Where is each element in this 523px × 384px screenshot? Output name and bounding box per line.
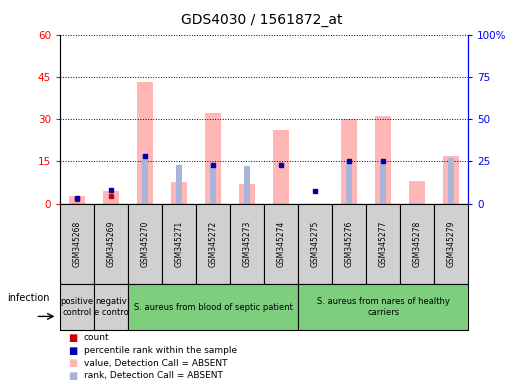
Bar (172, 182, 187, 204)
Text: GSM345272: GSM345272 (209, 221, 218, 267)
Bar (448, 158, 454, 204)
Text: GSM345275: GSM345275 (311, 221, 320, 267)
Bar (376, 116, 391, 204)
Text: GSM345273: GSM345273 (243, 221, 252, 267)
Text: GSM345270: GSM345270 (141, 221, 150, 267)
Bar (176, 165, 182, 204)
Text: GSM345278: GSM345278 (413, 221, 422, 267)
Text: GSM345271: GSM345271 (175, 221, 184, 267)
Bar (244, 166, 250, 204)
Text: percentile rank within the sample: percentile rank within the sample (84, 346, 237, 355)
Text: ■: ■ (68, 358, 77, 368)
Bar (104, 191, 119, 204)
Bar (444, 156, 459, 204)
Text: positive
control: positive control (61, 298, 94, 317)
Bar (142, 156, 148, 204)
Text: GSM345279: GSM345279 (447, 221, 456, 267)
Bar (346, 160, 352, 204)
Text: ■: ■ (68, 333, 77, 343)
Text: count: count (84, 333, 109, 343)
Text: ■: ■ (68, 346, 77, 356)
Text: infection: infection (7, 293, 50, 303)
Bar (70, 197, 85, 204)
Text: rank, Detection Call = ABSENT: rank, Detection Call = ABSENT (84, 371, 223, 381)
Text: GSM345269: GSM345269 (107, 221, 116, 267)
Bar (210, 163, 216, 204)
Bar (240, 184, 255, 204)
Text: GSM345276: GSM345276 (345, 221, 354, 267)
Text: GDS4030 / 1561872_at: GDS4030 / 1561872_at (181, 13, 342, 27)
Bar (342, 119, 357, 204)
Text: ■: ■ (68, 371, 77, 381)
Text: GSM345268: GSM345268 (73, 221, 82, 267)
Text: GSM345277: GSM345277 (379, 221, 388, 267)
Text: value, Detection Call = ABSENT: value, Detection Call = ABSENT (84, 359, 227, 368)
Bar (410, 181, 425, 204)
Text: negativ
e contro: negativ e contro (94, 298, 129, 317)
Bar (206, 113, 221, 204)
Text: S. aureus from nares of healthy
carriers: S. aureus from nares of healthy carriers (316, 298, 450, 317)
Text: GSM345274: GSM345274 (277, 221, 286, 267)
Bar (274, 130, 289, 204)
Bar (380, 160, 386, 204)
Bar (138, 83, 153, 204)
Text: S. aureus from blood of septic patient: S. aureus from blood of septic patient (134, 303, 292, 312)
